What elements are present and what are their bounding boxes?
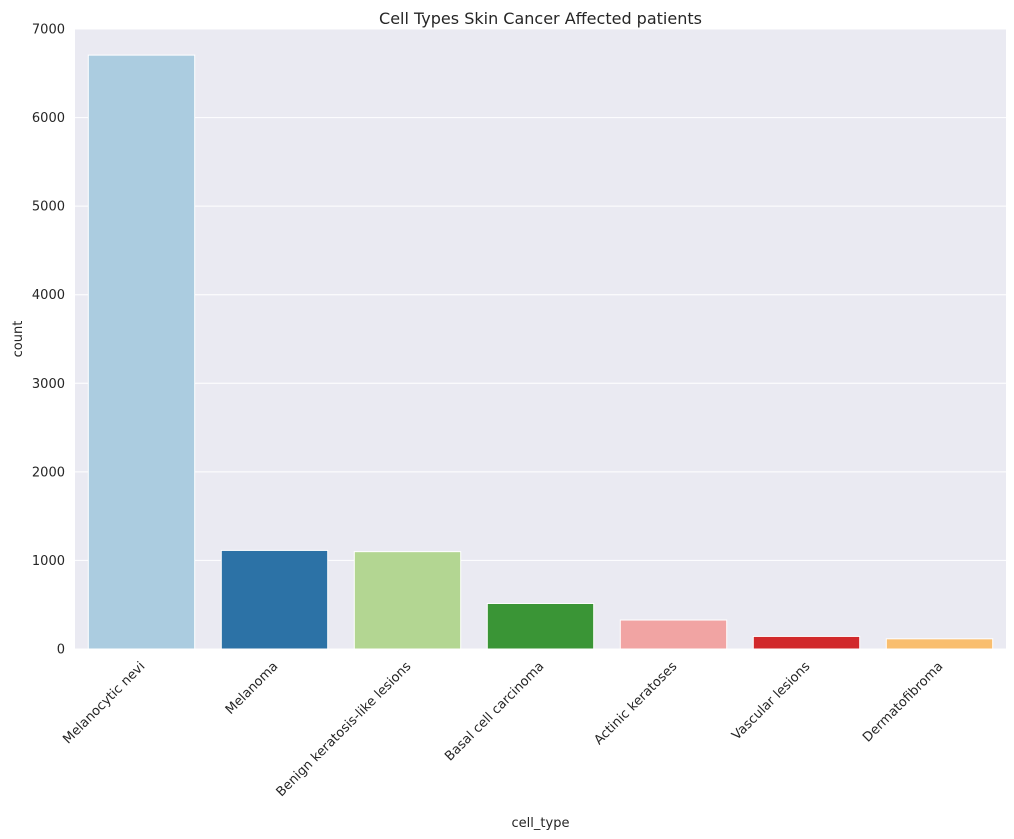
y-tick-label: 2000 (32, 465, 65, 480)
y-tick-label: 7000 (32, 23, 65, 38)
y-tick-label: 1000 (32, 554, 65, 569)
x-tick-label: Basal cell carcinoma (442, 659, 547, 764)
y-tick-label: 6000 (32, 111, 65, 126)
y-tick-label: 5000 (32, 200, 65, 215)
y-tick-label: 3000 (32, 377, 65, 392)
y-axis-label: count (11, 321, 26, 358)
x-tick-label: Actinic keratoses (591, 659, 680, 748)
chart-title: Cell Types Skin Cancer Affected patients (379, 9, 702, 28)
bar (87, 54, 196, 650)
bars (87, 54, 994, 650)
x-tick-label: Melanoma (223, 659, 281, 717)
bar (220, 549, 329, 650)
bar (885, 638, 994, 650)
y-tick-labels: 0 1000 2000 3000 4000 5000 6000 7000 (32, 23, 65, 658)
x-tick-label: Melanocytic nevi (60, 659, 148, 747)
x-axis-label: cell_type (512, 816, 570, 831)
bar (619, 619, 728, 650)
x-tick-label: Benign keratosis-like lesions (274, 659, 415, 800)
x-tick-label: Vascular lesions (729, 659, 813, 743)
bar (353, 551, 462, 650)
x-tick-label: Dermatofibroma (860, 659, 946, 745)
y-tick-label: 0 (57, 643, 65, 658)
bar (486, 602, 595, 650)
bar (752, 635, 861, 650)
plot-area (75, 29, 1006, 649)
y-tick-label: 4000 (32, 288, 65, 303)
